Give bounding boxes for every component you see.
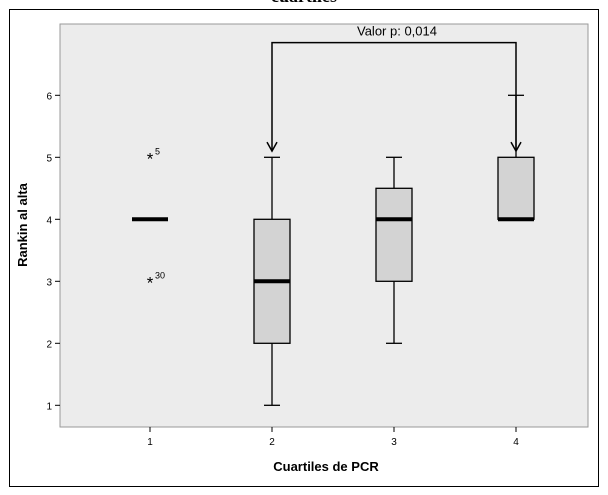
box-3 bbox=[375, 187, 413, 282]
x-tick-label-3: 3 bbox=[391, 437, 397, 448]
outlier-label-30: 30 bbox=[155, 270, 165, 280]
x-axis-label: Cuartiles de PCR bbox=[273, 459, 379, 474]
page-title-fragment: cuartiles bbox=[0, 0, 608, 7]
annotation-text: Valor p: 0,014 bbox=[357, 24, 437, 39]
outlier-marker-30: * bbox=[147, 273, 154, 292]
outlier-label-5: 5 bbox=[155, 146, 160, 156]
plot-area bbox=[59, 23, 589, 428]
y-axis-label: Rankin al alta bbox=[15, 182, 30, 267]
y-tick-label-5: 5 bbox=[46, 153, 52, 164]
x-tick-label-1: 1 bbox=[147, 437, 153, 448]
x-tick-label-4: 4 bbox=[513, 437, 519, 448]
annotation-bracket bbox=[271, 41, 517, 152]
chart-frame: 1 2 3 4 5 6 1 2 3 4 * 5 * 30 Valor p: 0,014 Rankin al … bbox=[9, 9, 599, 487]
x-tick-label-2: 2 bbox=[269, 437, 275, 448]
y-tick-label-2: 2 bbox=[46, 339, 52, 350]
y-tick-label-1: 1 bbox=[46, 401, 52, 412]
y-tick-label-4: 4 bbox=[46, 215, 52, 226]
outlier-marker-5: * bbox=[147, 149, 154, 168]
y-tick-label-3: 3 bbox=[46, 277, 52, 288]
box-4 bbox=[497, 156, 535, 220]
annotation-arrow-right bbox=[510, 141, 522, 153]
annotation-arrow-left bbox=[266, 141, 278, 153]
y-tick-label-6: 6 bbox=[46, 91, 52, 102]
